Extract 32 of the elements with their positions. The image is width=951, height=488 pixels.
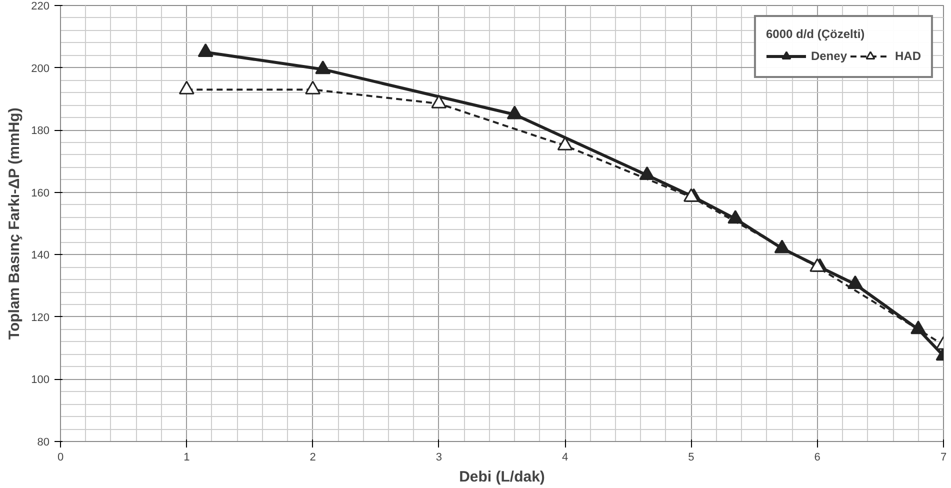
x-tick-label: 6 (814, 452, 820, 464)
point (178, 80, 194, 94)
point (431, 94, 447, 108)
legend-label: Deney (810, 49, 847, 63)
y-tick-label: 100 (31, 374, 50, 386)
y-tick-label: 180 (31, 125, 50, 138)
x-axis-title: Debi (L/dak) (459, 468, 545, 486)
x-tick-label: 3 (436, 452, 442, 464)
point (305, 80, 321, 94)
y-tick-label: 120 (31, 312, 50, 324)
y-tick-label: 200 (31, 62, 50, 75)
x-tick-label: 5 (688, 452, 694, 464)
point (557, 136, 573, 150)
point (639, 166, 655, 180)
legend-label: HAD (895, 49, 921, 63)
y-tick-label: 80 (37, 436, 50, 448)
y-tick-label: 160 (31, 187, 50, 200)
x-tick-label: 0 (57, 452, 64, 464)
x-tick-label: 4 (562, 452, 568, 464)
x-tick-label: 1 (184, 452, 190, 464)
point (847, 275, 863, 290)
x-tick-label: 2 (310, 452, 316, 464)
point (506, 106, 522, 120)
y-tick-label: 220 (31, 0, 50, 12)
point (810, 258, 826, 272)
y-tick-label: 140 (31, 250, 50, 262)
y-axis-title: Toplam Basınç Farkı-ΔP (mmHg) (6, 108, 24, 340)
point (315, 60, 331, 74)
legend-title: 6000 d/d (Çözelti) (766, 27, 866, 41)
point (683, 188, 699, 202)
x-tick-label: 7 (940, 452, 947, 464)
point (198, 43, 214, 58)
